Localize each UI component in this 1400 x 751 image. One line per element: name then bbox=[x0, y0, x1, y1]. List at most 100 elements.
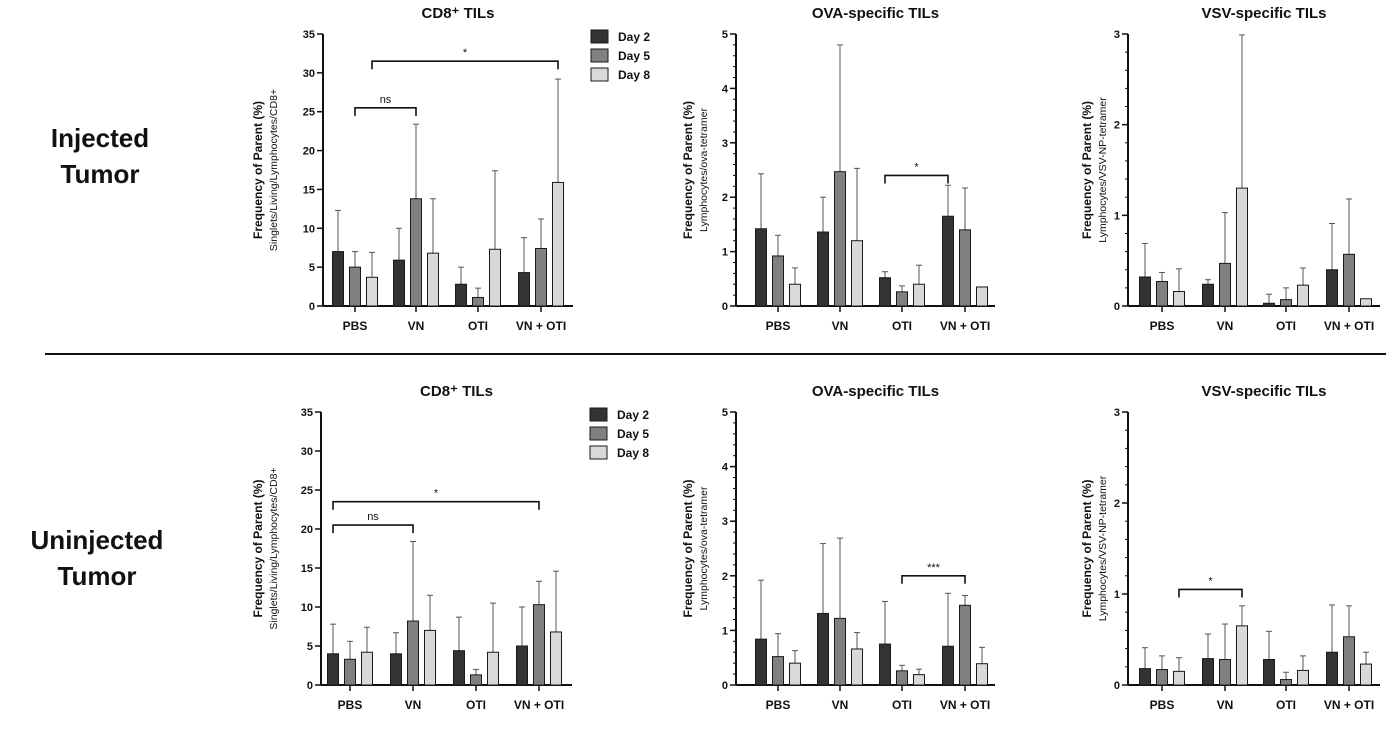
bar-day5-vn bbox=[410, 198, 422, 307]
y-tick-label: 1 bbox=[1114, 210, 1120, 222]
bar-day2-oti bbox=[879, 277, 891, 307]
y-tick-label: 35 bbox=[303, 29, 315, 41]
y-tick-label: 0 bbox=[1114, 680, 1120, 692]
bar-day5-oti bbox=[1280, 679, 1292, 686]
x-tick-label: VN bbox=[408, 319, 425, 333]
bar-day8-pbs bbox=[789, 662, 801, 686]
y-axis-label: Frequency of Parent (%) bbox=[1080, 101, 1094, 239]
y-tick-label: 0 bbox=[1114, 301, 1120, 313]
bar-day8-pbs bbox=[1173, 670, 1185, 686]
y-tick-label: 35 bbox=[301, 407, 313, 419]
bar-day8-vn bbox=[1236, 187, 1248, 307]
legend-label: Day 2 bbox=[618, 30, 650, 44]
row-label-uninjected-line2: Tumor bbox=[58, 561, 137, 591]
x-tick-label: PBS bbox=[338, 698, 363, 712]
x-tick-label: VN bbox=[405, 698, 422, 712]
bar-day5-pbs bbox=[772, 255, 784, 307]
y-axis-sublabel: Singlets/Living/Lymphocytes/CD8+ bbox=[268, 467, 280, 629]
bar-day8-vnoti bbox=[976, 663, 988, 686]
y-axis-label: Frequency of Parent (%) bbox=[681, 479, 695, 617]
bar-day2-vn bbox=[1202, 658, 1214, 686]
y-tick-label: 25 bbox=[301, 485, 313, 497]
bar-day8-oti bbox=[489, 248, 501, 307]
bar-day8-pbs bbox=[1173, 290, 1185, 307]
y-tick-label: 1 bbox=[722, 247, 728, 259]
x-tick-label: VN + OTI bbox=[940, 319, 990, 333]
y-tick-label: 20 bbox=[301, 524, 313, 536]
y-axis-label: Frequency of Parent (%) bbox=[251, 101, 265, 239]
x-tick-label: VN bbox=[832, 698, 849, 712]
x-tick-label: PBS bbox=[1150, 319, 1175, 333]
bar-day8-vn bbox=[851, 240, 863, 307]
bar-day2-vnoti bbox=[942, 215, 954, 307]
bar-day2-vn bbox=[1202, 283, 1214, 307]
legend-swatch bbox=[590, 48, 609, 63]
bar-day5-vnoti bbox=[1343, 636, 1355, 686]
y-axis-sublabel: Lymphocytes/ova-tetramer bbox=[698, 486, 710, 610]
bar-day5-pbs bbox=[1156, 281, 1168, 307]
significance-bracket bbox=[1178, 588, 1243, 598]
bar-day2-pbs bbox=[755, 228, 767, 307]
y-axis-label: Frequency of Parent (%) bbox=[251, 479, 265, 617]
bar-day8-oti bbox=[487, 651, 499, 686]
x-tick-label: VN + OTI bbox=[1324, 319, 1374, 333]
x-tick-label: VN bbox=[1217, 319, 1234, 333]
bar-day2-oti bbox=[455, 283, 467, 307]
y-tick-label: 2 bbox=[1114, 120, 1120, 132]
bar-day8-pbs bbox=[361, 651, 373, 686]
bar-day5-oti bbox=[472, 296, 484, 307]
y-axis-sublabel: Lymphocytes/ova-tetramer bbox=[698, 108, 710, 232]
y-axis-label: Frequency of Parent (%) bbox=[1080, 479, 1094, 617]
y-tick-label: 0 bbox=[722, 301, 728, 313]
y-tick-label: 0 bbox=[307, 680, 313, 692]
bar-day5-vnoti bbox=[533, 604, 545, 686]
row-label-uninjected: Uninjected bbox=[31, 525, 164, 555]
y-tick-label: 2 bbox=[722, 571, 728, 583]
x-tick-label: VN + OTI bbox=[940, 698, 990, 712]
bar-day8-vnoti bbox=[1360, 663, 1372, 686]
bar-day5-vnoti bbox=[535, 247, 547, 307]
bar-day8-oti bbox=[913, 674, 925, 686]
legend-label: Day 8 bbox=[617, 446, 649, 460]
y-tick-label: 30 bbox=[301, 446, 313, 458]
significance-label: *** bbox=[927, 562, 941, 574]
chart-title: CD8⁺ TILs bbox=[420, 383, 493, 400]
significance-label: * bbox=[434, 488, 439, 500]
bar-day5-pbs bbox=[772, 656, 784, 686]
bar-day2-pbs bbox=[1139, 668, 1151, 686]
bar-day2-vn bbox=[817, 612, 829, 686]
bar-day2-vn bbox=[390, 653, 402, 686]
chart-2: VSV-specific TILs Frequency of Parent (%)… bbox=[1080, 5, 1380, 333]
bar-day8-vnoti bbox=[552, 181, 564, 307]
x-tick-label: OTI bbox=[892, 698, 912, 712]
legend-label: Day 8 bbox=[618, 68, 650, 82]
bar-day8-vn bbox=[427, 252, 439, 307]
y-tick-label: 1 bbox=[1114, 589, 1120, 601]
y-tick-label: 0 bbox=[309, 301, 315, 313]
y-tick-label: 3 bbox=[1114, 407, 1120, 419]
legend-label: Day 5 bbox=[617, 427, 649, 441]
legend-swatch bbox=[590, 29, 609, 44]
bar-day2-vnoti bbox=[518, 272, 530, 307]
legend-swatch bbox=[590, 67, 609, 82]
bar-day5-vnoti bbox=[1343, 253, 1355, 307]
bar-day5-vn bbox=[834, 617, 846, 686]
y-tick-label: 3 bbox=[722, 516, 728, 528]
chart-title: OVA-specific TILs bbox=[812, 383, 939, 400]
x-tick-label: PBS bbox=[1150, 698, 1175, 712]
bar-day5-oti bbox=[1280, 299, 1292, 307]
y-tick-label: 15 bbox=[301, 563, 313, 575]
bar-day2-oti bbox=[1263, 302, 1275, 307]
significance-label: * bbox=[914, 161, 919, 173]
bar-day8-pbs bbox=[789, 283, 801, 307]
y-tick-label: 0 bbox=[722, 680, 728, 692]
y-tick-label: 10 bbox=[301, 602, 313, 614]
x-tick-label: OTI bbox=[466, 698, 486, 712]
bar-day5-vn bbox=[834, 171, 846, 307]
bar-day5-pbs bbox=[1156, 669, 1168, 686]
bar-day2-oti bbox=[1263, 659, 1275, 686]
x-tick-label: PBS bbox=[766, 319, 791, 333]
legend-label: Day 5 bbox=[618, 49, 650, 63]
bar-day2-pbs bbox=[1139, 276, 1151, 307]
